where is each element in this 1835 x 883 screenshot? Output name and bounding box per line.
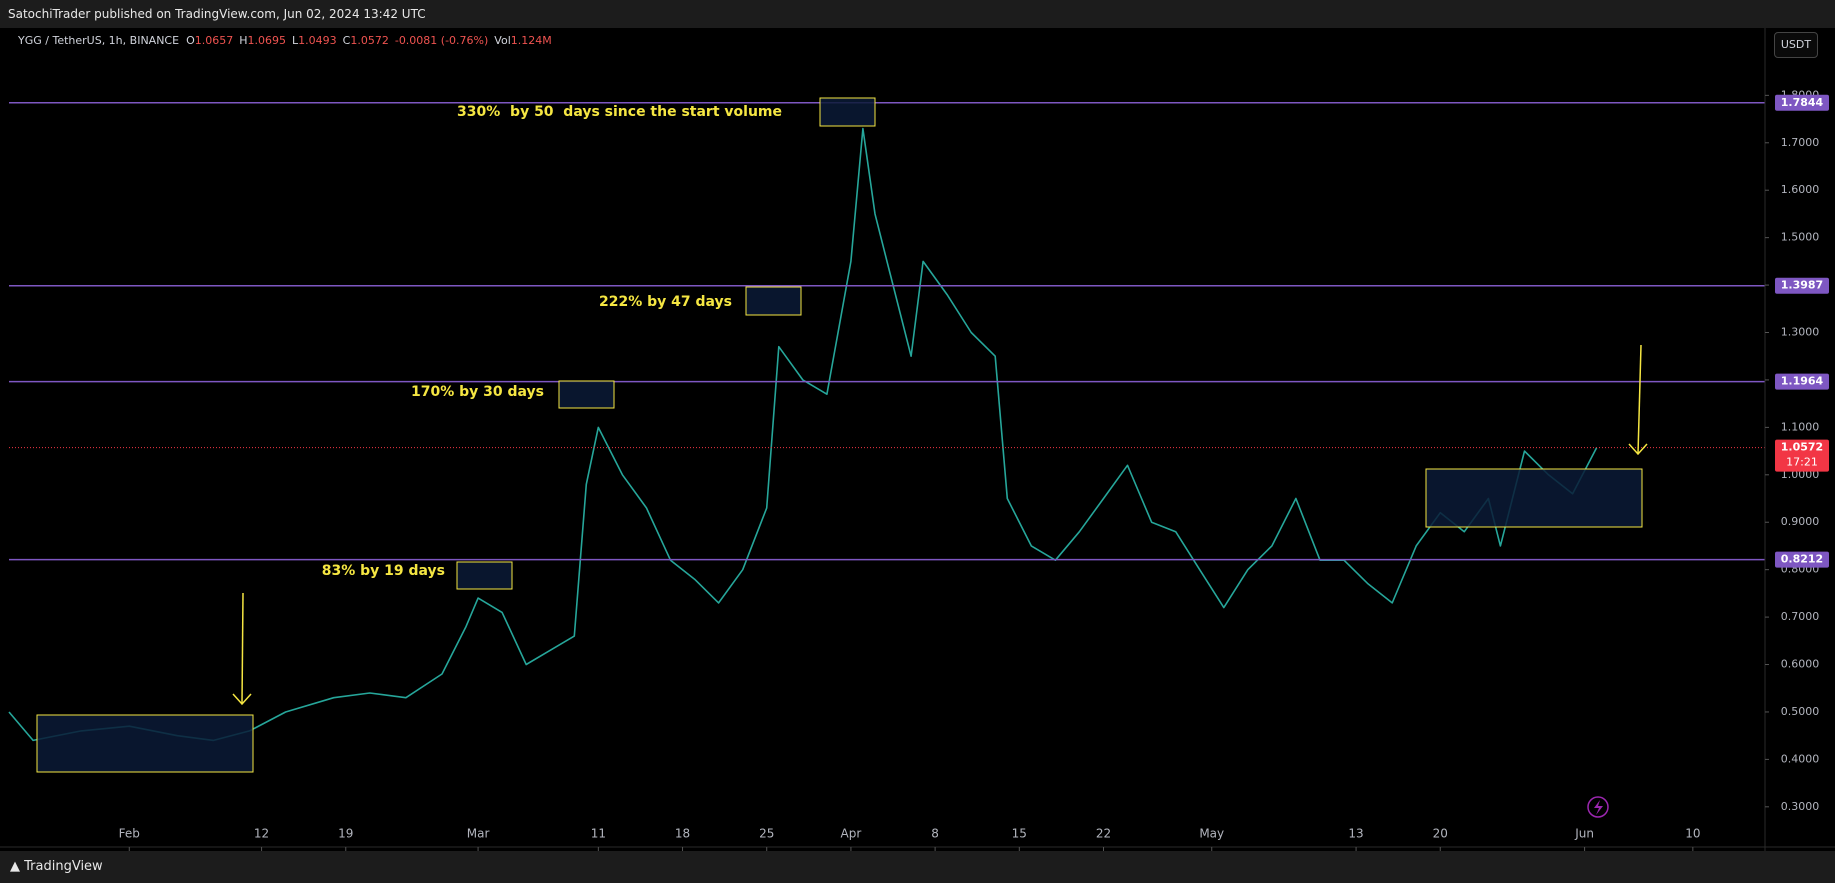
level-label: 1.1964: [1781, 375, 1824, 388]
y-tick-label: 1.6000: [1781, 183, 1820, 196]
y-tick-label: 1.3000: [1781, 326, 1820, 339]
x-tick-label: 8: [931, 827, 939, 841]
target-box: [745, 286, 802, 316]
legend: YGG / TetherUS, 1h, BINANCE O1.0657 H1.06…: [18, 34, 558, 47]
x-tick-label: Jun: [1574, 827, 1594, 841]
footer-logo: ▲: [10, 859, 20, 874]
annotation: 170% by 30 days: [411, 384, 544, 400]
level-label-bg: [1775, 551, 1829, 568]
y-tick-label: 0.4000: [1781, 752, 1820, 765]
range-box: [1425, 468, 1643, 528]
ohlc-label: L: [292, 34, 299, 47]
y-tick-label: 0.7000: [1781, 610, 1820, 623]
chart: 330% by 50 days since the start volume 2…: [0, 28, 1835, 851]
ohlc-value: 1.0657: [194, 34, 234, 47]
alert-icon-bolt: [1594, 800, 1603, 815]
y-tick-label: 1.1000: [1781, 420, 1820, 433]
target-box: [558, 380, 615, 409]
change: -0.0081 (-0.76%): [394, 34, 489, 47]
target-box: [456, 561, 513, 590]
x-tick-label: 18: [675, 827, 690, 841]
x-tick-label: 25: [759, 827, 774, 841]
level-label-bg: [1775, 373, 1829, 390]
x-tick-label: 19: [338, 827, 353, 841]
price-axis: [1765, 28, 1835, 851]
level-label-bg: [1775, 277, 1829, 294]
target-box: [819, 97, 876, 127]
x-tick-label: 15: [1012, 827, 1027, 841]
symbol: YGG / TetherUS, 1h, BINANCE: [18, 34, 180, 47]
price-line: [8, 127, 1598, 742]
level-label-bg: [1775, 94, 1829, 111]
publish-text: SatochiTrader published on TradingView.c…: [8, 7, 426, 21]
last-price-label: 1.0572: [1781, 441, 1823, 454]
y-tick-label: 0.6000: [1781, 658, 1820, 671]
annotation: 330% by 50 days since the start volume: [457, 104, 782, 120]
annotation: 222% by 47 days: [599, 294, 732, 310]
ohlc-value: 1.0572: [350, 34, 389, 47]
alert-icon[interactable]: [1587, 796, 1609, 818]
footer: ▲ TradingView: [0, 851, 1835, 883]
footer-brand: TradingView: [24, 859, 103, 874]
x-tick-label: Apr: [841, 827, 862, 841]
annotation: 83% by 19 days: [322, 563, 445, 579]
y-tick-label: 1.7000: [1781, 136, 1820, 149]
currency-button[interactable]: USDT: [1774, 32, 1818, 58]
publish-bar: SatochiTrader published on TradingView.c…: [0, 0, 1835, 28]
last-price-bg: [1775, 439, 1829, 472]
volume-label: Vol: [494, 34, 511, 47]
y-tick-label: 0.3000: [1781, 800, 1820, 813]
arrows: [232, 344, 1648, 706]
x-tick-label: Feb: [119, 827, 140, 841]
countdown: 17:21: [1786, 456, 1818, 469]
y-tick-label: 0.9000: [1781, 515, 1820, 528]
x-tick-label: 13: [1348, 827, 1363, 841]
ohlc-label: C: [342, 34, 351, 47]
ohlc-value: 1.0695: [247, 34, 287, 47]
x-tick-label: 22: [1096, 827, 1111, 841]
ohlc-label: H: [239, 34, 248, 47]
level-label: 1.7844: [1781, 96, 1824, 109]
ohlc-label: O: [186, 34, 195, 47]
x-tick-label: 10: [1685, 827, 1700, 841]
volume: 1.124M: [510, 34, 552, 47]
level-label: 1.3987: [1781, 279, 1823, 292]
range-box: [36, 714, 254, 773]
x-tick-label: May: [1199, 827, 1224, 841]
ohlc-value: 1.0493: [298, 34, 337, 47]
level-label: 0.8212: [1781, 553, 1823, 566]
x-tick-label: 12: [254, 827, 269, 841]
x-tick-label: Mar: [467, 827, 490, 841]
y-tick-label: 0.5000: [1781, 705, 1820, 718]
x-tick-label: 11: [591, 827, 606, 841]
x-tick-label: 20: [1433, 827, 1448, 841]
y-tick-label: 1.5000: [1781, 231, 1820, 244]
